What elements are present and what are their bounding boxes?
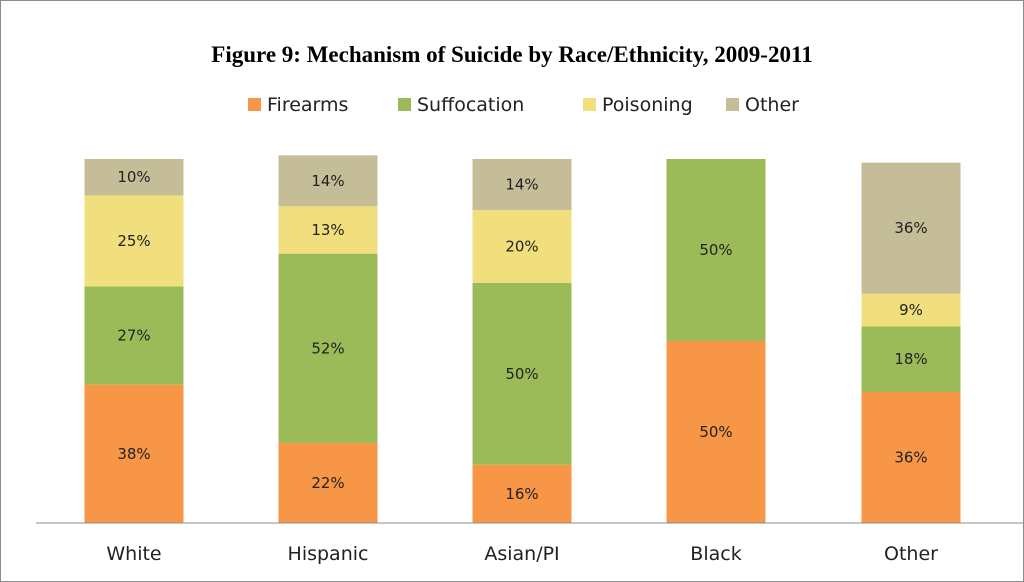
data-label-hispanic-firearms: 22% xyxy=(311,474,344,492)
legend-label-other: Other xyxy=(745,94,799,116)
bar-segment-asian-pi-other xyxy=(472,159,572,210)
bars: 38% 27% 25% 10% 22% 52% 13% 14% 16% 50% 20% 14% 50% 5… xyxy=(84,155,961,523)
category-labels: White Hispanic Asian/PI Black Other xyxy=(106,543,938,565)
bar-segment-hispanic-suffocation xyxy=(278,253,378,443)
data-label-asian-pi-firearms: 16% xyxy=(505,485,538,503)
bar-segment-hispanic-poisoning xyxy=(278,206,378,254)
legend-swatch-poisoning xyxy=(583,98,596,111)
category-label-white: White xyxy=(106,543,161,565)
bar-segment-white-firearms xyxy=(84,384,184,523)
category-label-black: Black xyxy=(690,543,741,565)
data-label-asian-pi-poisoning: 20% xyxy=(505,237,538,255)
data-label-other-poisoning: 9% xyxy=(899,301,923,319)
data-label-other-firearms: 36% xyxy=(894,448,927,466)
data-label-other-suffocation: 18% xyxy=(894,350,927,368)
bar-segment-black-suffocation xyxy=(666,159,766,341)
data-label-white-poisoning: 25% xyxy=(117,232,150,250)
data-label-white-suffocation: 27% xyxy=(117,327,150,345)
legend: Firearms Suffocation Poisoning Other xyxy=(248,94,799,116)
category-label-other: Other xyxy=(884,543,938,565)
data-label-hispanic-other: 14% xyxy=(311,172,344,190)
data-label-hispanic-poisoning: 13% xyxy=(311,221,344,239)
legend-swatch-other xyxy=(726,98,739,111)
data-label-other-other: 36% xyxy=(894,219,927,237)
legend-swatch-firearms xyxy=(248,98,261,111)
bar-segment-white-other xyxy=(84,159,184,196)
data-label-white-other: 10% xyxy=(117,168,150,186)
data-label-asian-pi-suffocation: 50% xyxy=(505,365,538,383)
bar-segment-asian-pi-suffocation xyxy=(472,282,572,465)
bar-segment-other-firearms xyxy=(861,391,961,523)
chart-title: Figure 9: Mechanism of Suicide by Race/E… xyxy=(211,42,812,67)
bar-segment-hispanic-firearms xyxy=(278,442,378,523)
data-label-black-firearms: 50% xyxy=(699,423,732,441)
data-label-asian-pi-other: 14% xyxy=(505,175,538,193)
bar-segment-asian-pi-poisoning xyxy=(472,209,572,283)
bar-segment-black-firearms xyxy=(666,341,766,523)
bar-segment-white-suffocation xyxy=(84,286,184,385)
category-label-hispanic: Hispanic xyxy=(288,543,369,565)
legend-label-suffocation: Suffocation xyxy=(417,94,524,116)
bar-segment-white-poisoning xyxy=(84,195,184,287)
legend-swatch-suffocation xyxy=(398,98,411,111)
bar-segment-other-suffocation xyxy=(861,326,961,392)
data-label-black-suffocation: 50% xyxy=(699,241,732,259)
legend-label-firearms: Firearms xyxy=(267,94,348,116)
data-label-white-firearms: 38% xyxy=(117,445,150,463)
bar-segment-other-poisoning xyxy=(861,293,961,327)
legend-label-poisoning: Poisoning xyxy=(602,94,693,116)
bar-segment-asian-pi-firearms xyxy=(472,464,572,523)
bar-segment-other-other xyxy=(861,162,961,294)
data-label-hispanic-suffocation: 52% xyxy=(311,339,344,357)
category-label-asian-pi: Asian/PI xyxy=(484,543,559,565)
bar-segment-hispanic-other xyxy=(278,155,378,207)
